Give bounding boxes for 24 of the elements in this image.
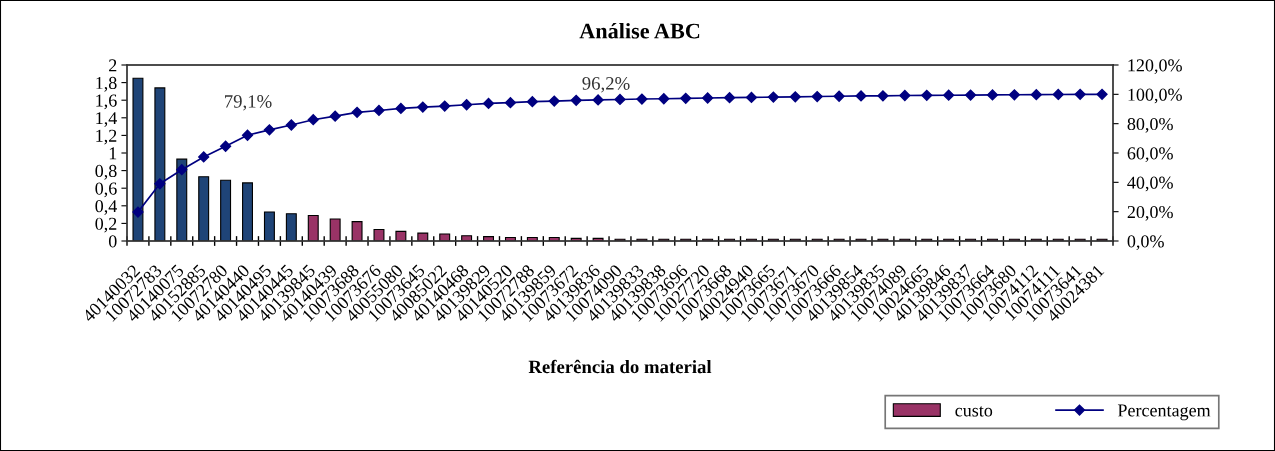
y-tick-label: 0,2 [95, 217, 117, 233]
y2-tick-label: 0,0% [1127, 235, 1164, 251]
legend-label: custo [955, 406, 993, 417]
y2-tick-label: 20,0% [1127, 205, 1173, 221]
legend-label: Percentagem [1117, 404, 1211, 421]
y2-tick-label: 120,0% [1128, 59, 1182, 75]
y2-tick-label: 100,0% [1128, 88, 1182, 104]
y-tick-label: 1,8 [96, 76, 117, 92]
annotation: 79,1% [225, 95, 272, 111]
chart-title: Análise ABC [579, 22, 700, 39]
y2-tick-label: 80,0% [1127, 117, 1173, 133]
y-tick-label: 0,6 [95, 182, 117, 198]
y-tick-label: 0,4 [95, 200, 117, 215]
y2-tick-label: 60,0% [1127, 147, 1173, 163]
y-tick-label: 0 [108, 235, 117, 248]
y-tick-label: 1 [109, 147, 117, 160]
y2-tick-label: 40,0% [1127, 176, 1173, 192]
y-tick-label: 1,4 [96, 112, 117, 127]
y-tick-label: 2 [109, 59, 117, 72]
annotation: 96,2% [582, 77, 630, 93]
y-tick-label: 1,6 [96, 94, 117, 110]
y-tick-label: 0,8 [95, 164, 117, 180]
y-tick-label: 1,2 [96, 129, 117, 145]
x-axis-title: Referência do material [528, 359, 712, 374]
